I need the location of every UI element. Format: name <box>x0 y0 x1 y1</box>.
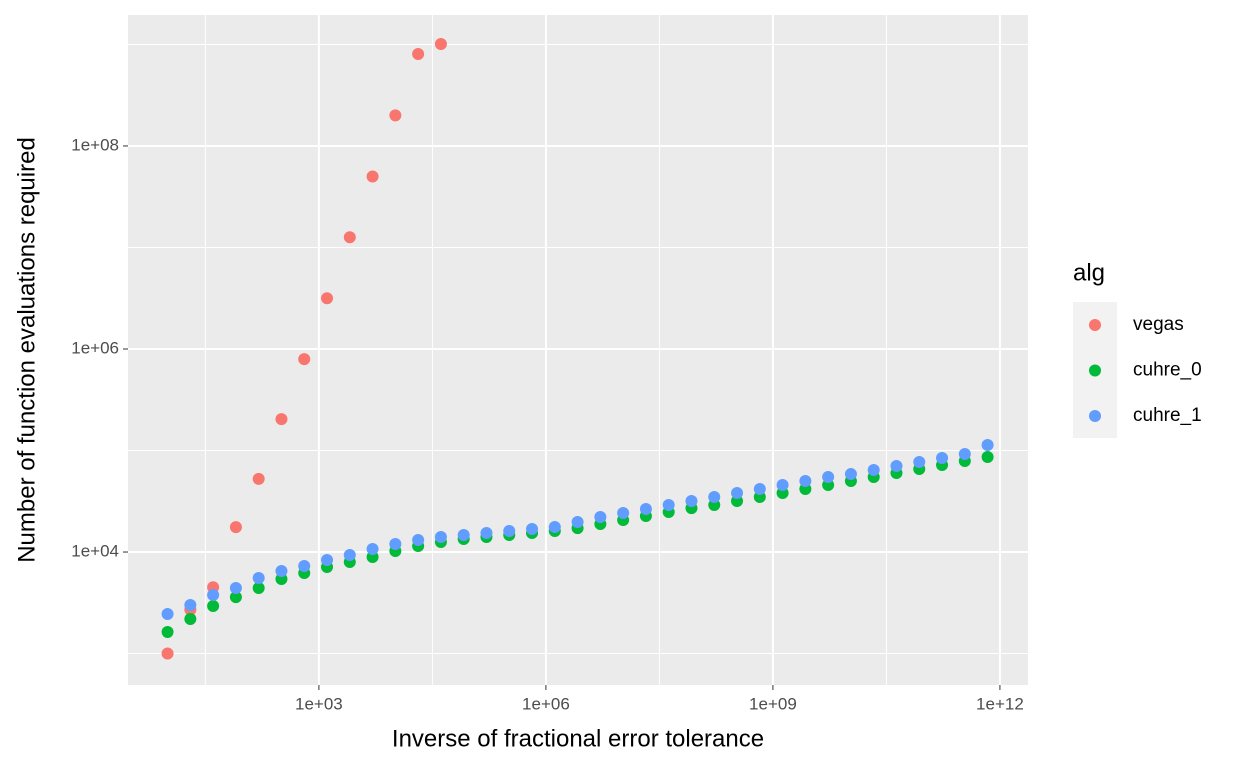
point <box>412 48 425 61</box>
point <box>275 565 288 578</box>
point <box>229 591 242 604</box>
x-tick-label: 1e+12 <box>976 694 1024 713</box>
point <box>321 554 334 567</box>
legend-marker <box>1089 364 1101 377</box>
point <box>662 499 675 512</box>
point <box>799 474 812 487</box>
point <box>617 507 630 520</box>
point <box>275 413 288 426</box>
point <box>161 626 174 639</box>
point <box>184 598 197 611</box>
point <box>548 521 561 534</box>
point <box>822 471 835 484</box>
point <box>731 487 744 500</box>
point <box>480 527 493 540</box>
point <box>229 521 242 534</box>
legend-title: alg <box>1073 259 1105 286</box>
x-tick-label: 1e+09 <box>749 694 797 713</box>
point <box>229 582 242 595</box>
x-tick-label: 1e+06 <box>522 694 570 713</box>
point <box>184 612 197 625</box>
point <box>412 534 425 547</box>
point <box>252 472 265 485</box>
point <box>457 529 470 542</box>
point <box>321 292 334 305</box>
point <box>594 511 607 524</box>
point <box>867 464 880 477</box>
legend-marker <box>1089 410 1101 422</box>
point <box>161 647 174 660</box>
point <box>366 543 379 556</box>
point <box>366 170 379 183</box>
legend-label: cuhre_1 <box>1133 405 1202 426</box>
x-axis-title: Inverse of fractional error tolerance <box>392 725 764 752</box>
x-tick-label: 1e+03 <box>295 694 343 713</box>
point <box>685 495 698 508</box>
point <box>434 531 447 544</box>
y-axis-title: Number of function evaluations required <box>13 137 40 563</box>
point <box>343 549 356 562</box>
point <box>936 452 949 465</box>
y-tick-label: 1e+04 <box>71 542 119 561</box>
point <box>526 523 539 536</box>
point <box>776 479 789 492</box>
point <box>252 571 265 584</box>
point <box>434 38 447 51</box>
point <box>343 231 356 244</box>
point <box>207 589 220 602</box>
point <box>389 109 402 122</box>
legend-marker <box>1089 319 1101 331</box>
point <box>753 482 766 495</box>
point <box>708 491 721 504</box>
point <box>981 451 994 464</box>
point <box>161 608 174 621</box>
point <box>981 439 994 452</box>
point <box>639 502 652 515</box>
legend-label: cuhre_0 <box>1133 360 1202 381</box>
point <box>958 447 971 460</box>
point <box>298 560 311 573</box>
point <box>252 582 265 595</box>
point <box>207 600 220 613</box>
y-tick-label: 1e+08 <box>71 135 119 154</box>
point <box>890 460 903 473</box>
y-tick-label: 1e+06 <box>71 338 119 357</box>
point <box>298 353 311 366</box>
point <box>503 525 516 538</box>
point <box>571 516 584 529</box>
point <box>844 468 857 481</box>
legend-label: vegas <box>1133 314 1184 335</box>
point <box>389 538 402 551</box>
point <box>913 455 926 468</box>
